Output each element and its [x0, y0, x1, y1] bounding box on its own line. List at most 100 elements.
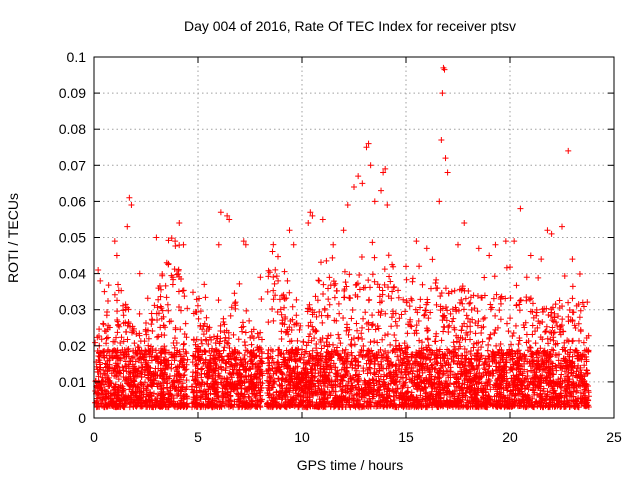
data-point — [349, 364, 356, 371]
data-point — [216, 340, 223, 347]
data-point — [469, 363, 476, 370]
data-point — [273, 388, 280, 395]
data-point — [243, 307, 250, 314]
data-point — [255, 334, 262, 341]
data-point — [534, 382, 541, 389]
data-point — [122, 329, 129, 336]
data-point — [446, 322, 453, 329]
data-point — [270, 241, 277, 248]
data-point — [504, 378, 511, 385]
data-point — [315, 277, 322, 284]
data-point — [498, 293, 505, 300]
data-point — [419, 396, 426, 403]
data-point — [148, 343, 155, 350]
data-point — [356, 272, 363, 279]
data-point — [527, 344, 534, 351]
data-point — [456, 286, 463, 293]
data-point — [189, 359, 196, 366]
data-point — [498, 347, 505, 354]
data-point — [493, 291, 500, 298]
data-point — [486, 334, 493, 341]
data-point — [135, 382, 142, 389]
data-point — [422, 307, 429, 314]
data-point — [386, 273, 393, 280]
data-point — [371, 338, 378, 345]
data-point — [281, 304, 288, 311]
data-point — [575, 320, 582, 327]
data-point — [494, 349, 501, 356]
data-point — [555, 361, 562, 368]
data-point — [282, 329, 289, 336]
data-point — [355, 381, 362, 388]
data-point — [348, 349, 355, 356]
data-point — [270, 296, 277, 303]
data-point — [447, 374, 454, 381]
data-point — [367, 339, 374, 346]
data-point — [367, 284, 374, 291]
data-point — [558, 384, 565, 391]
data-point — [381, 266, 388, 273]
data-point — [371, 360, 378, 367]
data-point — [445, 324, 452, 331]
data-point — [279, 319, 286, 326]
data-point — [330, 360, 337, 367]
data-point — [525, 337, 532, 344]
data-point — [146, 368, 153, 375]
data-point — [438, 290, 445, 297]
data-point — [470, 292, 477, 299]
data-point — [278, 328, 285, 335]
data-point — [239, 328, 246, 335]
data-point — [225, 340, 232, 347]
data-point — [228, 374, 235, 381]
data-point — [544, 374, 551, 381]
data-point — [382, 348, 389, 355]
data-point — [418, 339, 425, 346]
data-point — [497, 341, 504, 348]
data-point — [120, 312, 127, 319]
data-point — [427, 285, 434, 292]
data-point — [459, 386, 466, 393]
data-point — [524, 372, 531, 379]
data-point — [548, 309, 555, 316]
data-point — [124, 304, 131, 311]
data-point — [510, 329, 517, 336]
data-point — [269, 348, 276, 355]
data-point — [114, 329, 121, 336]
data-point — [266, 386, 273, 393]
data-point — [484, 347, 491, 354]
data-point — [371, 254, 378, 261]
data-point — [508, 341, 515, 348]
data-point — [125, 318, 132, 325]
data-point — [230, 331, 237, 338]
data-point — [455, 345, 462, 352]
data-point — [573, 389, 580, 396]
data-point — [190, 337, 197, 344]
data-point — [342, 346, 349, 353]
data-point — [466, 300, 473, 307]
data-point — [293, 296, 300, 303]
data-point — [365, 347, 372, 354]
data-point — [299, 346, 306, 353]
data-point — [226, 345, 233, 352]
data-point — [444, 346, 451, 353]
data-point — [165, 237, 172, 244]
data-point — [281, 356, 288, 363]
data-point — [307, 377, 314, 384]
data-point — [395, 366, 402, 373]
data-point — [382, 310, 389, 317]
data-point — [474, 292, 481, 299]
data-point — [281, 268, 288, 275]
data-point — [347, 295, 354, 302]
data-point — [332, 280, 339, 287]
data-point — [184, 305, 191, 312]
data-point — [451, 287, 458, 294]
data-point — [354, 327, 361, 334]
data-point — [381, 386, 388, 393]
data-point — [305, 322, 312, 329]
data-point — [440, 313, 447, 320]
data-point — [401, 348, 408, 355]
data-point — [358, 351, 365, 358]
data-point — [111, 291, 118, 298]
data-point — [281, 296, 288, 303]
data-point — [397, 347, 404, 354]
